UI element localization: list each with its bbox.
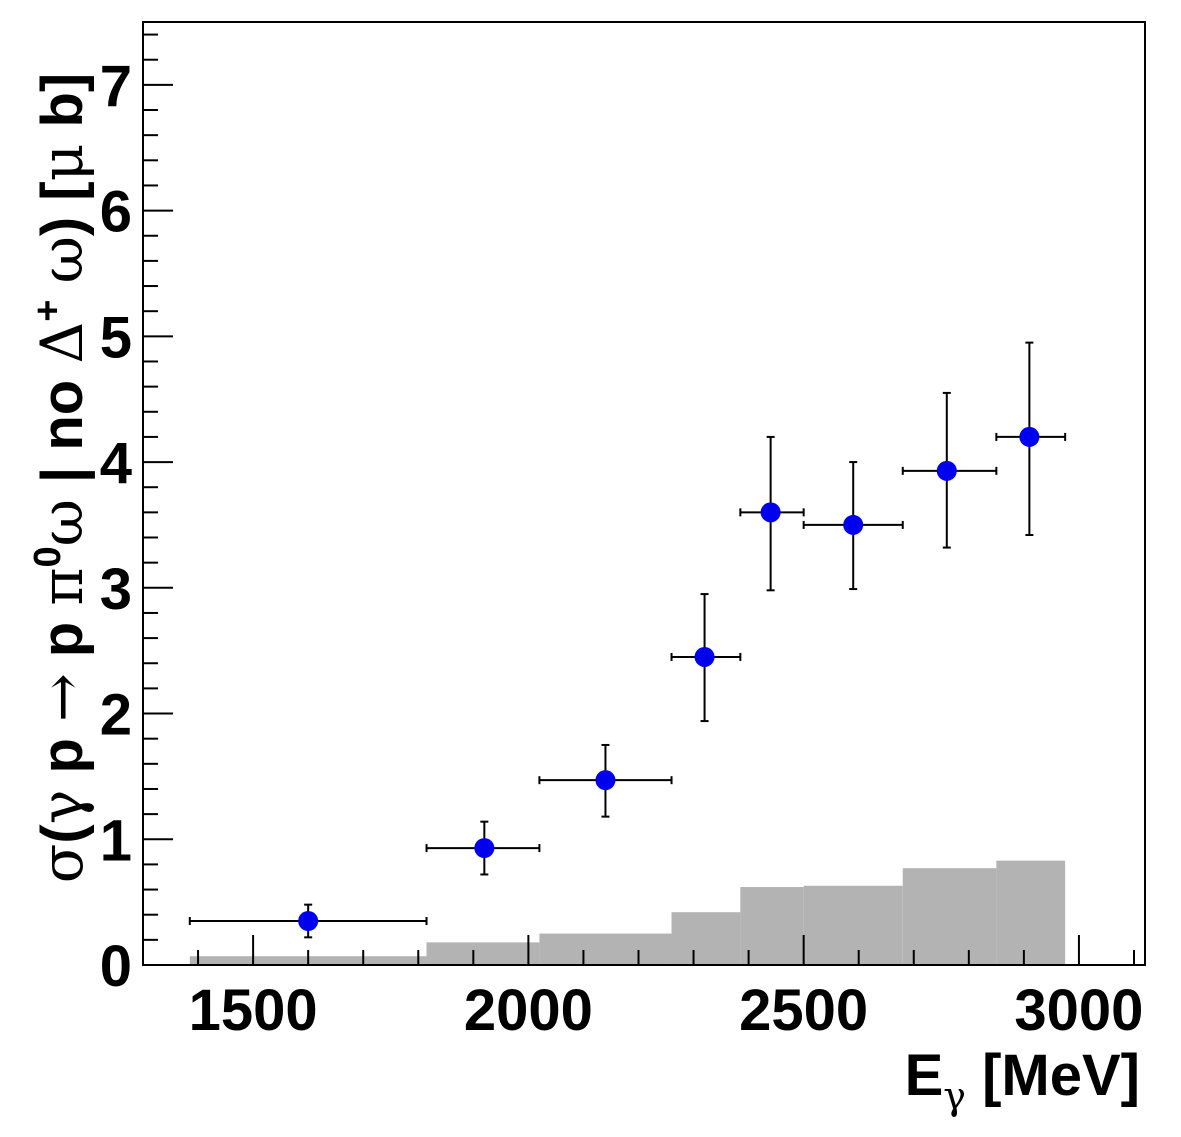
y-title-part — [30, 283, 95, 299]
y-title-part: σ — [28, 844, 96, 884]
x-tick-label: 2000 — [464, 978, 593, 1043]
y-title-part: γ — [28, 790, 96, 825]
data-point — [694, 646, 715, 667]
y-title-part: p — [30, 606, 95, 674]
x-tick-label: 2500 — [739, 978, 868, 1043]
y-title-part: → — [28, 673, 96, 722]
x-axis-title: Eγ [MeV] — [905, 1043, 1140, 1118]
systematic-bar — [996, 860, 1066, 965]
y-title-part: ( — [30, 824, 95, 844]
y-tick-label: 7 — [100, 54, 132, 119]
systematic-bars — [189, 860, 1066, 965]
y-tick-label: 0 — [100, 934, 132, 999]
y-title-part: μ — [28, 144, 96, 182]
y-tick-label: 3 — [100, 557, 132, 622]
systematic-bar — [803, 885, 903, 965]
y-title-part: ω — [28, 499, 96, 546]
systematic-bar — [671, 912, 741, 965]
y-axis-title: σ(γ p → p π0ω | no Δ+ ω) [μ b] — [27, 73, 96, 883]
data-point — [474, 838, 495, 859]
plot-frame — [142, 21, 1146, 966]
data-point — [595, 770, 616, 791]
y-tick-label: 2 — [100, 683, 132, 748]
data-point — [843, 514, 864, 535]
y-title-part: ω — [28, 236, 96, 283]
systematic-bar — [740, 887, 804, 965]
x-tick-label: 1500 — [189, 978, 318, 1043]
data-point — [298, 910, 319, 931]
y-title-part: + — [27, 300, 69, 322]
y-ticks — [143, 33, 173, 966]
systematic-bar — [426, 942, 540, 965]
y-title-part: π — [28, 568, 96, 606]
systematic-bar — [539, 933, 672, 965]
y-title-part: p — [30, 722, 95, 790]
x-tick-label: 3000 — [1014, 978, 1143, 1043]
y-tick-label: 5 — [100, 305, 132, 370]
data-point — [936, 460, 957, 481]
data-point — [760, 502, 781, 523]
systematic-bar — [902, 868, 997, 965]
y-title-part: Δ — [28, 322, 96, 364]
data-points — [298, 426, 1040, 931]
y-tick-label: 4 — [100, 431, 132, 496]
x-tick-labels: 1500 2000 2500 3000 — [189, 978, 1144, 1043]
y-title-part: | no — [30, 364, 95, 499]
y-tick-label: 6 — [100, 180, 132, 245]
data-point — [1019, 426, 1040, 447]
y-title-part: ) [ — [30, 181, 95, 236]
y-tick-labels: 0 1 2 3 4 5 6 7 — [100, 54, 132, 999]
y-tick-label: 1 — [100, 808, 132, 873]
x-ticks — [197, 935, 1135, 965]
y-title-part: b] — [30, 73, 95, 144]
y-title-part: 0 — [27, 546, 69, 567]
error-bars — [188, 341, 1067, 939]
